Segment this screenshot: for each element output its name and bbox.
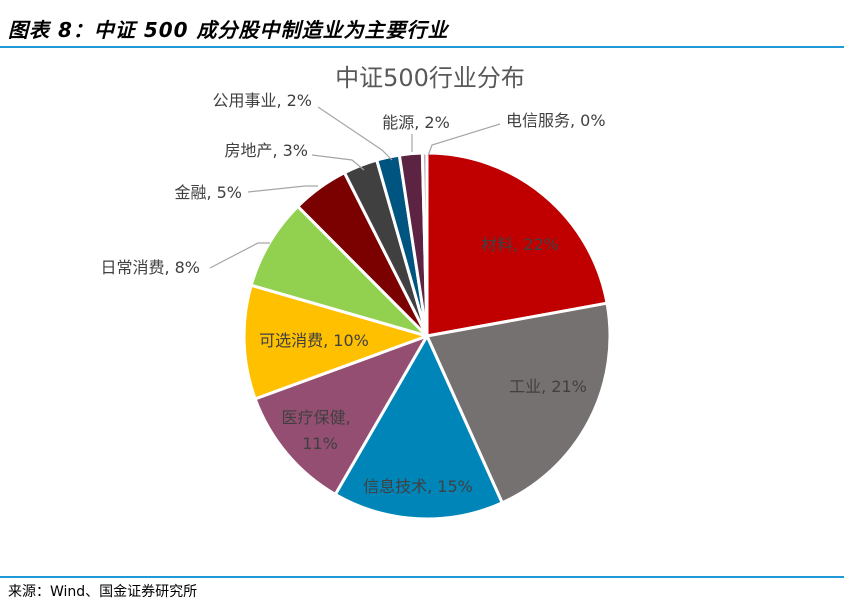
label-info-tech: 信息技术, 15%	[363, 477, 473, 496]
leader-line-consumer-staples	[209, 242, 270, 269]
pie-slice-2	[333, 334, 504, 521]
pie-slice-1	[425, 301, 612, 505]
label-healthcare: 医疗保健,	[281, 408, 350, 427]
leader-line-real-estate	[311, 154, 365, 171]
pie-slices	[242, 151, 612, 521]
label-telecom: 电信服务, 0%	[506, 111, 606, 130]
label-financials: 金融, 5%	[174, 183, 242, 202]
bottom-divider	[0, 576, 844, 578]
label-healthcare-pct: 11%	[302, 434, 338, 453]
label-consumer-staples: 日常消费, 8%	[100, 258, 200, 277]
leader-line-utilities	[317, 106, 393, 161]
label-utilities: 公用事业, 2%	[212, 91, 312, 110]
label-industrials: 工业, 21%	[509, 377, 587, 396]
leader-lines	[209, 106, 501, 269]
source-note: 来源：Wind、国金证券研究所	[8, 584, 198, 600]
top-divider	[0, 46, 844, 48]
leader-line-telecom	[427, 123, 501, 157]
label-real-estate: 房地产, 3%	[224, 141, 308, 160]
chart-title: 中证500行业分布	[335, 64, 525, 92]
pie-slice-10	[420, 151, 429, 338]
leader-line-financials	[247, 185, 318, 193]
label-energy: 能源, 2%	[382, 113, 450, 132]
figure-title: 图表 8：中证 500 成分股中制造业为主要行业	[8, 18, 449, 42]
label-materials: 材料, 22%	[481, 235, 559, 254]
pie-slice-3	[253, 334, 429, 496]
label-consumer-disc: 可选消费, 10%	[259, 331, 369, 350]
pie-slice-0	[425, 151, 609, 338]
pie-slice-4	[242, 283, 429, 401]
